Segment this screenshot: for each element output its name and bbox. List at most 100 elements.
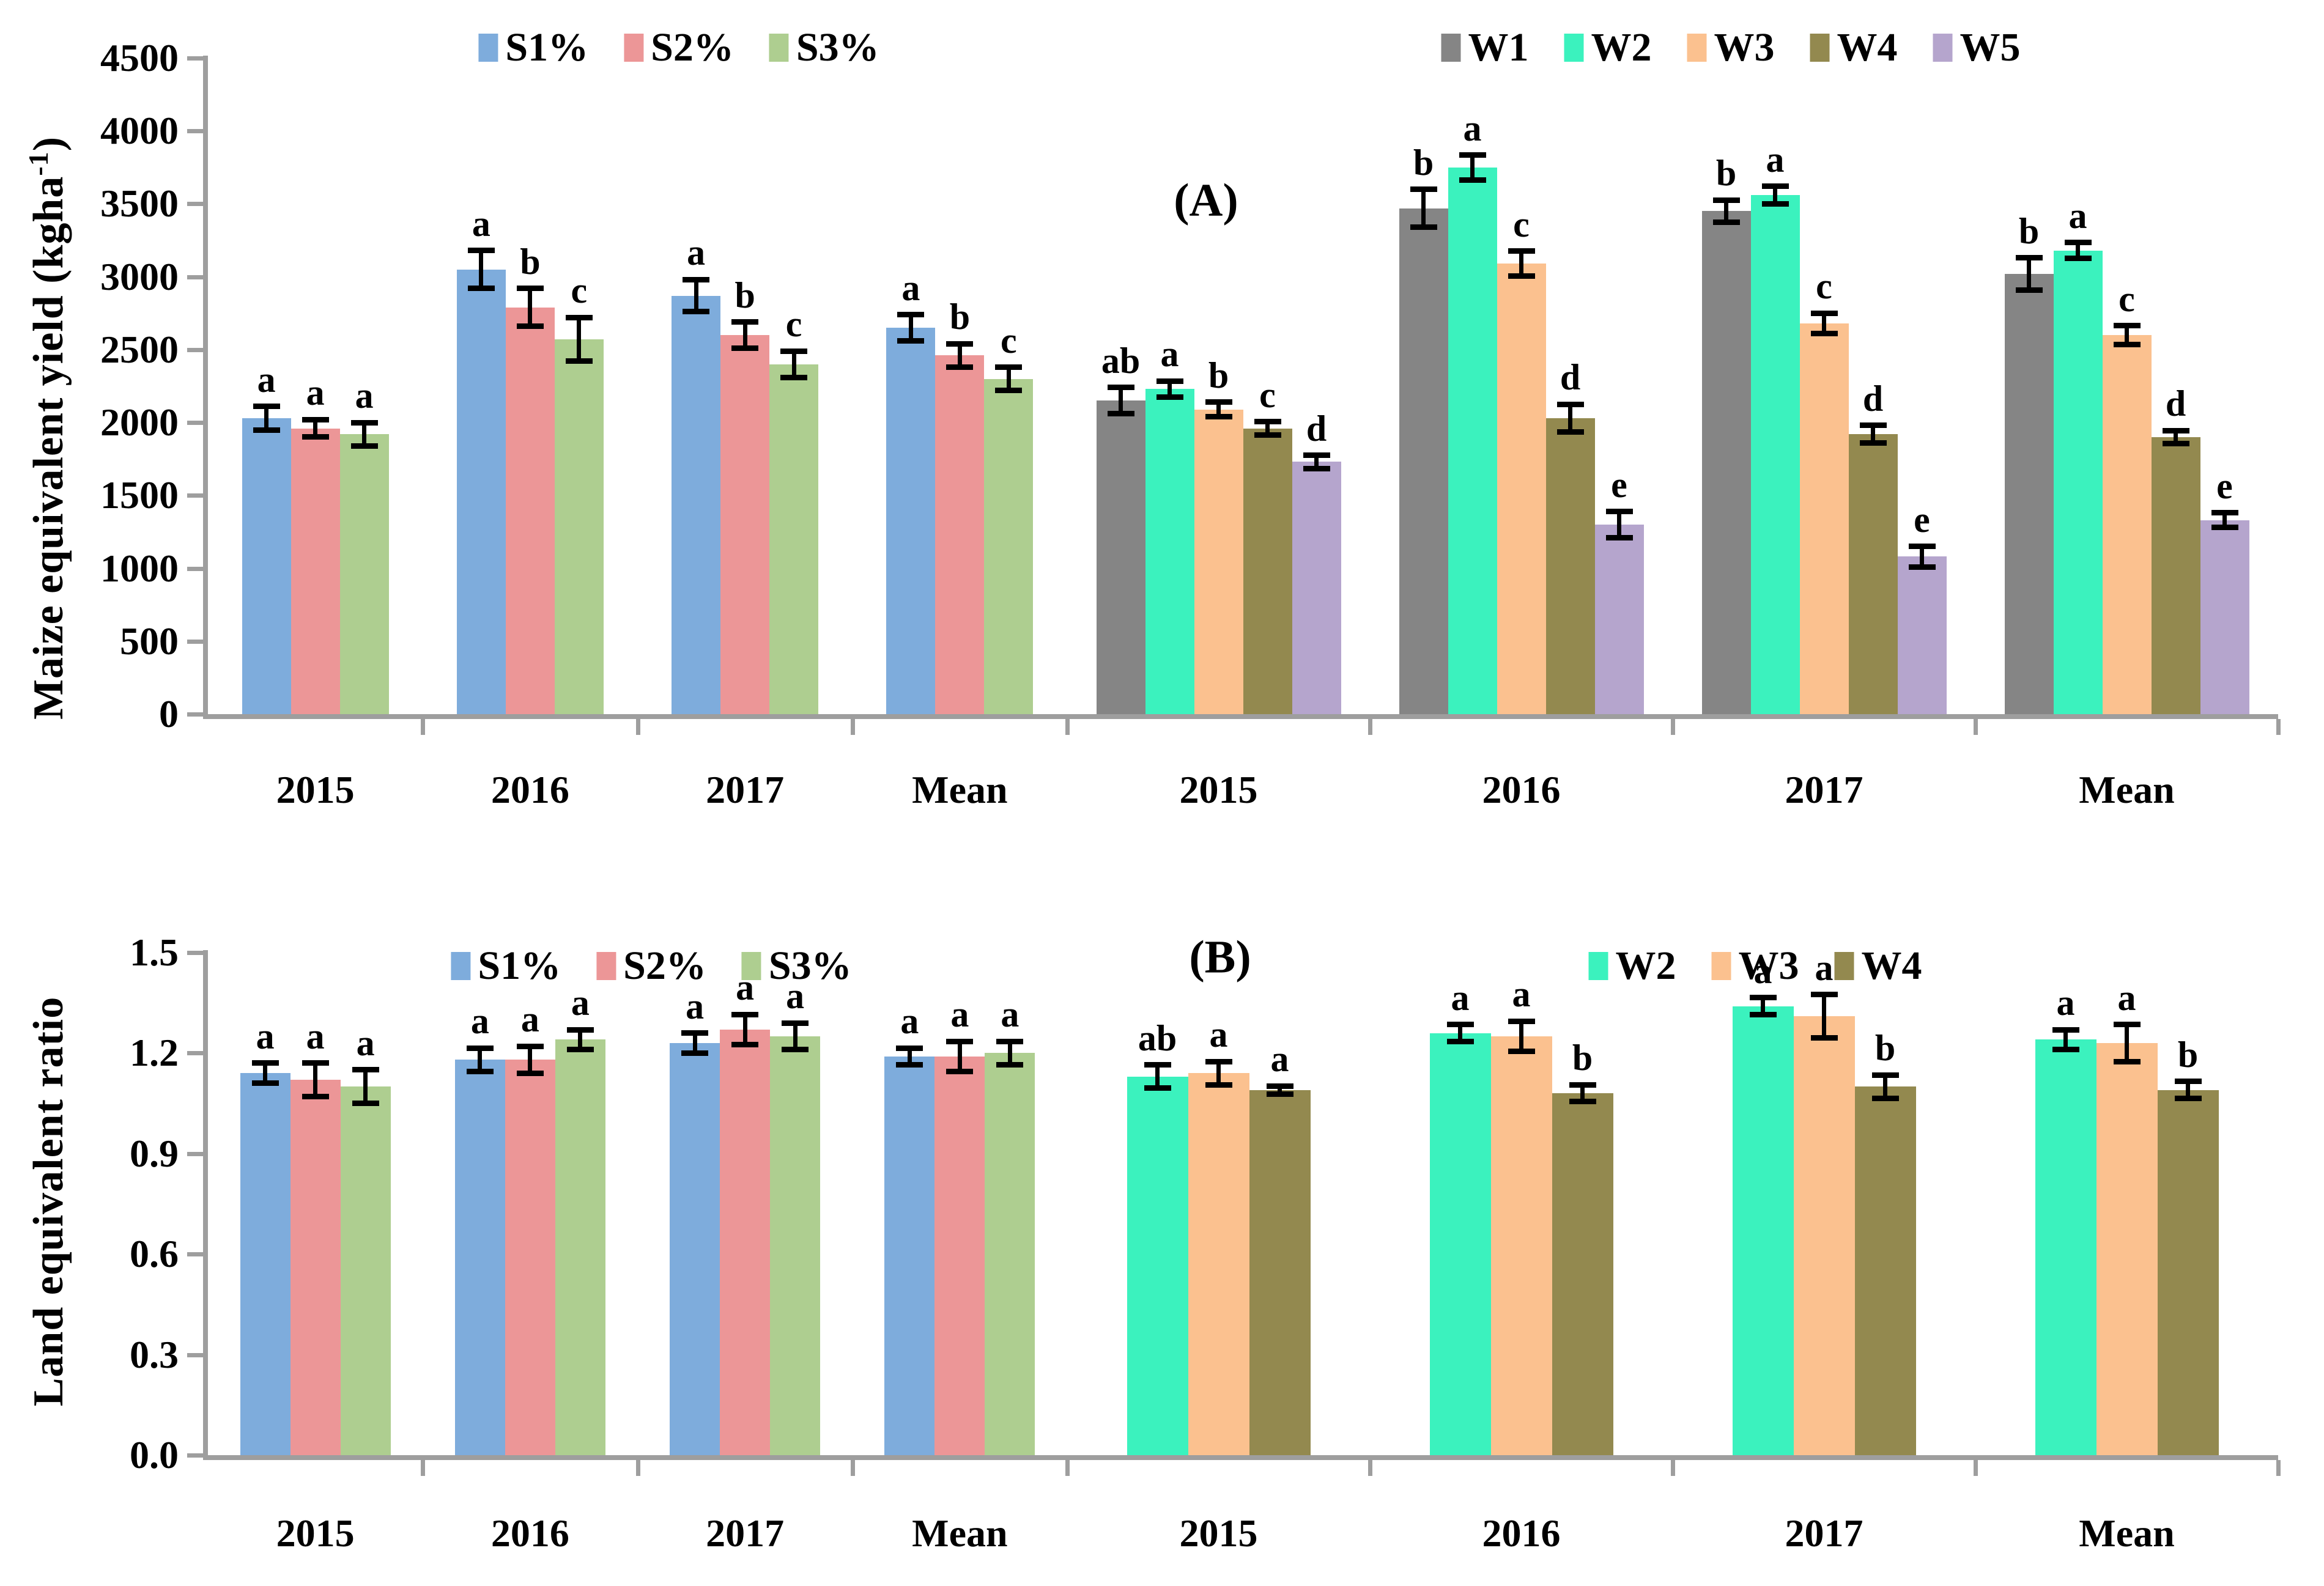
significance-letter: a: [901, 267, 920, 308]
error-bar-line: [1168, 381, 1172, 397]
error-bar-cap-top: [946, 1038, 974, 1044]
legend-item-S3%: S3%: [769, 28, 879, 68]
bar-S2%-2017: [720, 335, 770, 714]
significance-letter: a: [1160, 334, 1179, 375]
x-category-label: 2015: [276, 768, 355, 811]
y-tick-label: 1.2: [130, 1031, 179, 1075]
legend: S1% S2% S3%: [451, 943, 852, 988]
bar-W2-2015: [1145, 389, 1194, 714]
y-axis-tick: [187, 202, 203, 207]
bar-W4-2016: [1545, 418, 1595, 714]
y-tick-label: 0.3: [130, 1332, 179, 1376]
y-axis-tick: [187, 129, 203, 134]
y-tick-label: 3500: [100, 182, 179, 226]
error-bar-line: [363, 1069, 368, 1104]
error-bar-line: [1314, 455, 1319, 469]
error-bar-line: [2063, 1030, 2068, 1050]
error-bar-cap-top: [352, 1067, 379, 1073]
bar-W3-2017: [1799, 323, 1849, 714]
legend: W2 W3 W4: [1588, 946, 1922, 986]
bar-S1%-Mean: [884, 1056, 935, 1455]
error-bar-cap-top: [1810, 992, 1838, 997]
error-bar-cap-bottom: [1749, 1011, 1777, 1017]
error-bar-cap-bottom: [251, 1080, 279, 1086]
error-bar-cap-top: [516, 286, 544, 292]
significance-letter: a: [736, 967, 755, 1008]
x-axis-tick: [1065, 1460, 1070, 1476]
legend-label: W3: [1714, 25, 1775, 70]
legend-swatch-W3: [1687, 34, 1707, 62]
legend-label: S3%: [768, 943, 852, 988]
error-bar-cap-bottom: [2113, 1058, 2141, 1064]
x-category-label: 2015: [1179, 768, 1258, 811]
error-bar-cap-top: [1859, 422, 1887, 429]
x-category-label: Mean: [2079, 1511, 2175, 1555]
bar-W4-2016: [1552, 1093, 1613, 1455]
bar-W3-2016: [1490, 1036, 1552, 1455]
bar-W1-Mean: [2004, 273, 2054, 714]
legend-item-W4: W4: [1834, 946, 1922, 986]
error-bar-line: [791, 351, 796, 378]
y-axis-line: [203, 56, 208, 719]
error-bar-line: [1119, 387, 1123, 414]
significance-letter: a: [1753, 950, 1772, 991]
error-bar-line: [793, 1023, 797, 1050]
error-bar-line: [957, 344, 962, 367]
legend-label: S3%: [796, 25, 879, 70]
x-axis-tick: [421, 719, 426, 735]
significance-letter: d: [2165, 383, 2186, 424]
error-bar-line: [957, 1041, 962, 1072]
error-bar-cap-top: [1908, 544, 1936, 550]
error-bar-line: [1617, 511, 1621, 538]
y-axis-tick: [187, 275, 203, 279]
legend-swatch-W2: [1564, 34, 1584, 62]
error-bar-line: [908, 314, 913, 341]
error-bar-line: [578, 1030, 583, 1050]
panel-a-y-title-text: Maize equivalent yield (kgha: [25, 175, 73, 720]
error-bar-line: [1007, 1041, 1012, 1065]
error-bar-cap-top: [2174, 1079, 2202, 1085]
significance-letter: a: [1463, 108, 1482, 149]
legend-label: W4: [1837, 25, 1898, 70]
y-tick-label: 4000: [100, 109, 179, 153]
error-bar-cap-top: [1508, 1018, 1535, 1024]
bar-W3-2016: [1497, 264, 1546, 714]
error-bar-cap-bottom: [2174, 1095, 2202, 1101]
error-bar-cap-top: [1605, 509, 1633, 515]
legend: S1% S2% S3%: [478, 28, 879, 68]
error-bar-line: [2076, 242, 2080, 259]
legend-item-S1%: S1%: [478, 28, 588, 68]
y-tick-label: 0.0: [130, 1433, 179, 1477]
legend-label: W5: [1959, 25, 2021, 70]
error-bar-cap-top: [731, 1011, 759, 1017]
panel-b-y-title-text: Land equivalent ratio: [25, 996, 73, 1407]
bar-W2-2015: [1127, 1076, 1188, 1455]
legend-swatch-W2: [1588, 952, 1608, 980]
error-bar-line: [1216, 402, 1221, 417]
bar-S3%-Mean: [984, 378, 1034, 714]
significance-letter: b: [1572, 1038, 1593, 1079]
bar-S3%-2016: [554, 339, 604, 714]
legend-item-S2%: S2%: [624, 28, 734, 68]
x-axis-line: [203, 1455, 2278, 1460]
y-axis-tick: [187, 1453, 203, 1458]
x-axis-tick: [2276, 1460, 2281, 1476]
error-bar-line: [907, 1048, 912, 1065]
bar-S1%-2015: [242, 418, 291, 714]
significance-letter: a: [950, 994, 969, 1035]
error-bar-cap-bottom: [731, 345, 759, 351]
error-bar-cap-bottom: [2052, 1047, 2079, 1053]
error-bar-line: [479, 250, 484, 289]
significance-letter: a: [1270, 1039, 1289, 1080]
y-axis-tick: [187, 951, 203, 955]
significance-letter: a: [306, 372, 325, 413]
error-bar-cap-top: [897, 312, 925, 318]
error-bar-cap-top: [2113, 323, 2141, 329]
significance-letter: b: [1874, 1028, 1896, 1069]
error-bar-cap-top: [2211, 510, 2238, 516]
error-bar-cap-bottom: [516, 1070, 544, 1076]
x-axis-tick: [635, 719, 640, 735]
bar-S2%-2015: [290, 1080, 341, 1455]
significance-letter: a: [1451, 977, 1470, 1018]
error-bar-cap-bottom: [996, 1062, 1024, 1068]
